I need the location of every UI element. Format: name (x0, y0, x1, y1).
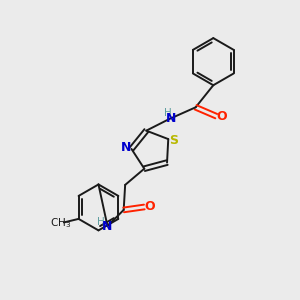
Text: H: H (97, 217, 105, 227)
Text: N: N (102, 220, 112, 233)
Text: N: N (166, 112, 177, 125)
Text: CH$_3$: CH$_3$ (50, 216, 71, 230)
Text: S: S (169, 134, 178, 147)
Text: O: O (144, 200, 155, 214)
Text: O: O (216, 110, 227, 123)
Text: H: H (164, 108, 172, 118)
Text: N: N (121, 141, 131, 154)
